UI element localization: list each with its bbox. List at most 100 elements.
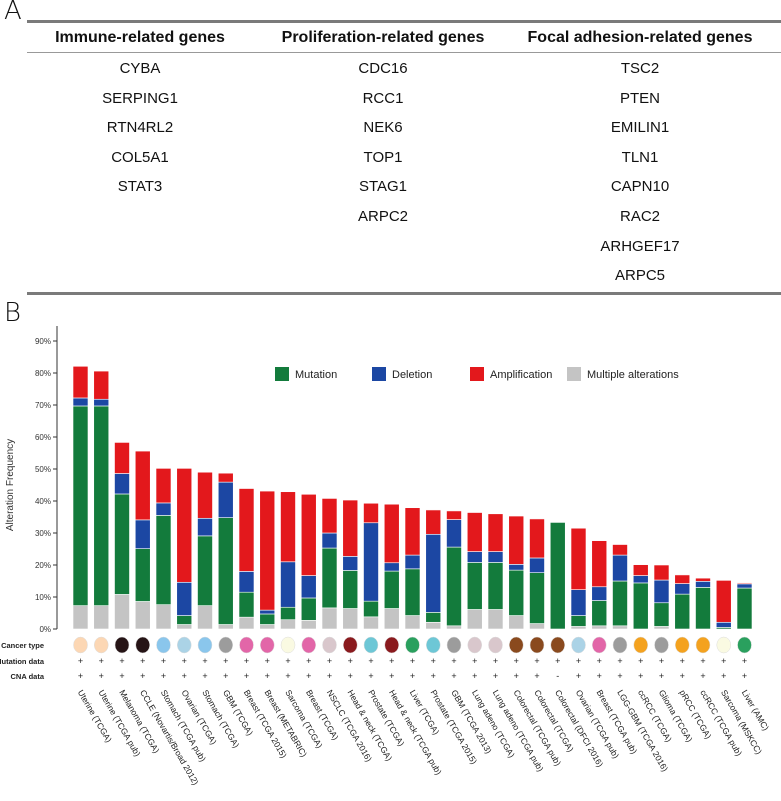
bar-segment-deletion bbox=[632, 575, 649, 584]
data-availability-mark: + bbox=[576, 671, 581, 681]
bar-segment-deletion bbox=[238, 571, 255, 593]
bar-segment-deletion bbox=[674, 583, 691, 595]
gene-cell: SERPING1 bbox=[102, 89, 178, 107]
cancer-type-dot bbox=[467, 636, 482, 654]
data-availability-mark: + bbox=[368, 656, 373, 666]
cancer-type-dot bbox=[343, 636, 358, 654]
y-tick-label: 0% bbox=[39, 625, 51, 634]
bar-segment-deletion bbox=[529, 557, 545, 573]
bar-segment-deletion bbox=[217, 481, 234, 518]
table-header-rule bbox=[27, 52, 781, 53]
data-availability-mark: + bbox=[410, 656, 415, 666]
bar-segment-deletion bbox=[591, 586, 608, 601]
bar-segment-amplification bbox=[300, 493, 317, 576]
bar-segment-deletion bbox=[487, 551, 504, 563]
data-availability-mark: + bbox=[555, 656, 560, 666]
legend-label: Mutation bbox=[295, 369, 337, 381]
bar-segment-amplification bbox=[280, 491, 296, 563]
bar-segment-multiple-alterations bbox=[176, 624, 193, 630]
cancer-type-dot bbox=[405, 636, 420, 654]
cancer-type-dot bbox=[384, 636, 399, 654]
bar-segment-deletion bbox=[93, 398, 110, 407]
data-availability-mark: + bbox=[514, 671, 519, 681]
bar-segment-multiple-alterations bbox=[612, 625, 628, 630]
panel-b-letter: B bbox=[4, 298, 22, 328]
bar-segment-multiple-alterations bbox=[321, 607, 338, 630]
bar-segment-deletion bbox=[176, 581, 193, 616]
legend-swatch bbox=[275, 367, 289, 381]
bar-segment-multiple-alterations bbox=[197, 605, 213, 630]
y-tick-label: 90% bbox=[35, 337, 51, 346]
cancer-type-dot bbox=[94, 636, 109, 654]
cancer-type-dot bbox=[529, 636, 545, 654]
data-availability-mark: + bbox=[431, 656, 436, 666]
bar-segment-mutation bbox=[466, 562, 483, 610]
data-availability-mark: + bbox=[119, 656, 124, 666]
bar-segment-amplification bbox=[342, 499, 359, 557]
data-availability-mark: + bbox=[265, 656, 270, 666]
gene-cell: STAG1 bbox=[358, 178, 408, 196]
bar-segment-multiple-alterations bbox=[570, 626, 587, 630]
data-availability-mark: + bbox=[348, 656, 353, 666]
y-tick-label: 80% bbox=[35, 369, 51, 378]
data-availability-mark: + bbox=[700, 671, 705, 681]
data-availability-mark: + bbox=[285, 671, 290, 681]
bar-segment-amplification bbox=[425, 509, 442, 535]
bar-segment-deletion bbox=[425, 533, 442, 613]
cancer-type-dot bbox=[675, 636, 690, 654]
data-availability-mark: + bbox=[223, 656, 228, 666]
data-availability-mark: + bbox=[659, 671, 664, 681]
y-tick-label: 40% bbox=[35, 497, 51, 506]
column-header: Immune-related genes bbox=[55, 29, 225, 46]
bar-segment-mutation bbox=[155, 515, 172, 605]
data-availability-mark: + bbox=[327, 671, 332, 681]
y-tick-label: 30% bbox=[35, 529, 51, 538]
gene-cell: TSC2 bbox=[620, 60, 660, 77]
data-availability-mark: + bbox=[638, 656, 643, 666]
cancer-type-dot bbox=[218, 636, 233, 654]
bar-segment-mutation bbox=[632, 582, 649, 630]
bar-segment-mutation bbox=[280, 606, 296, 621]
bar-segment-deletion bbox=[72, 397, 89, 407]
bar-segment-multiple-alterations bbox=[446, 625, 462, 630]
bar-segment-deletion bbox=[342, 556, 359, 571]
cancer-type-dot bbox=[73, 636, 88, 654]
data-availability-mark: + bbox=[119, 671, 124, 681]
bar-segment-multiple-alterations bbox=[217, 624, 234, 630]
data-availability-mark: + bbox=[638, 671, 643, 681]
data-availability-mark: + bbox=[493, 656, 498, 666]
bar-segment-multiple-alterations bbox=[155, 604, 172, 630]
bar-segment-multiple-alterations bbox=[383, 608, 400, 630]
data-availability-mark: + bbox=[244, 656, 249, 666]
bar-segment-mutation bbox=[591, 600, 608, 627]
bar-segment-deletion bbox=[508, 564, 525, 571]
cancer-type-dot bbox=[592, 636, 607, 654]
bar-segment-amplification bbox=[197, 471, 213, 519]
bar-segment-deletion bbox=[155, 502, 172, 516]
bar-segment-mutation bbox=[342, 570, 359, 609]
annotation-row-label: Cancer type bbox=[1, 641, 44, 650]
annotation-row-label: CNA data bbox=[11, 672, 45, 681]
data-availability-mark: + bbox=[431, 671, 436, 681]
bar-segment-multiple-alterations bbox=[653, 626, 670, 630]
bar-segment-amplification bbox=[674, 574, 691, 584]
bar-segment-mutation bbox=[176, 615, 193, 625]
legend-label: Deletion bbox=[392, 369, 432, 381]
data-availability-mark: + bbox=[285, 656, 290, 666]
data-availability-mark: + bbox=[472, 671, 477, 681]
cancer-type-dot bbox=[695, 636, 711, 654]
data-availability-mark: + bbox=[472, 656, 477, 666]
gene-cell: ARPC2 bbox=[357, 208, 409, 225]
data-availability-mark: + bbox=[99, 656, 104, 666]
bar-segment-amplification bbox=[93, 370, 110, 400]
bar-segment-multiple-alterations bbox=[404, 615, 421, 630]
bar-segment-amplification bbox=[155, 468, 172, 504]
data-availability-mark: + bbox=[451, 671, 456, 681]
bar-segment-amplification bbox=[72, 365, 89, 399]
bar-segment-deletion bbox=[300, 575, 317, 599]
gene-cell: COL5A1 bbox=[111, 148, 169, 166]
legend-swatch bbox=[470, 367, 484, 381]
bar-segment-multiple-alterations bbox=[238, 616, 255, 630]
bar-segment-deletion bbox=[383, 562, 400, 572]
gene-cell: NEK6 bbox=[363, 119, 403, 137]
